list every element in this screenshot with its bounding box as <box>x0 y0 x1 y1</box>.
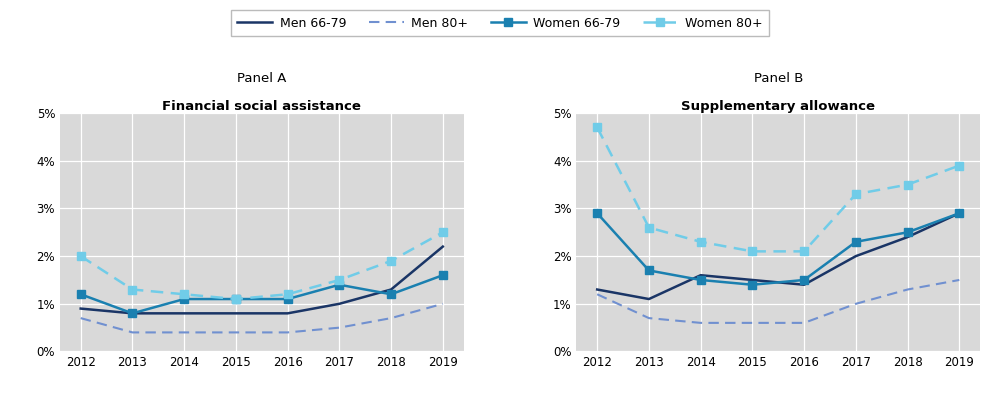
Title: Financial social assistance: Financial social assistance <box>162 100 361 113</box>
Legend: Men 66-79, Men 80+, Women 66-79, Women 80+: Men 66-79, Men 80+, Women 66-79, Women 8… <box>231 10 769 36</box>
Text: Panel A: Panel A <box>237 72 286 84</box>
Title: Supplementary allowance: Supplementary allowance <box>681 100 875 113</box>
Text: Panel B: Panel B <box>754 72 803 84</box>
